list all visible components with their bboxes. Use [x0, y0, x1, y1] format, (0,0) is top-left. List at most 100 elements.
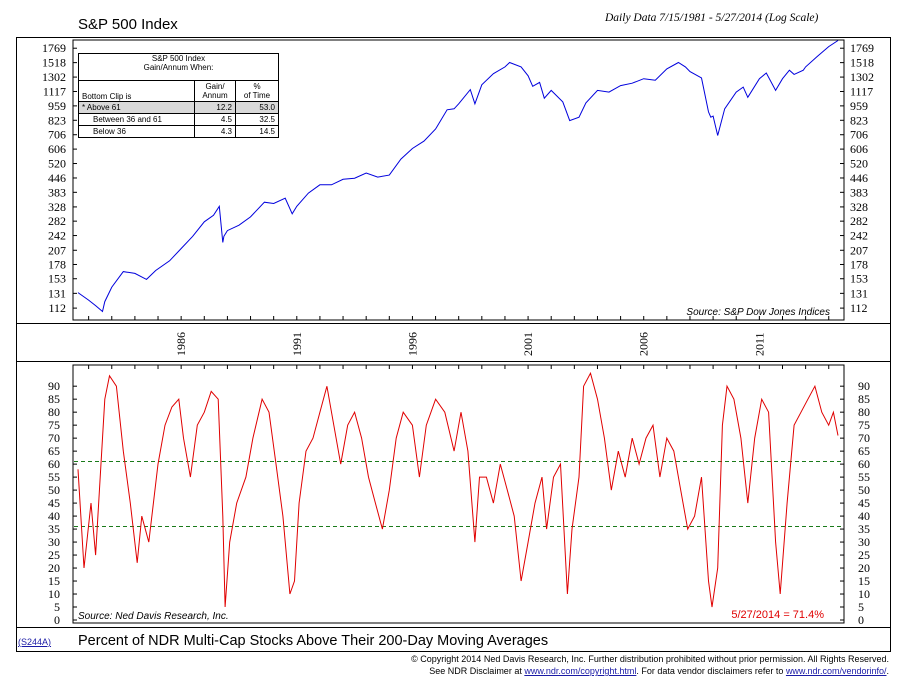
top-y-tick-left: 282 — [48, 214, 66, 228]
bottom-y-tick-right: 40 — [858, 509, 870, 523]
top-y-tick-right: 1518 — [850, 56, 874, 70]
bottom-y-tick-left: 85 — [48, 392, 60, 406]
top-y-tick-right: 446 — [850, 171, 868, 185]
top-y-tick-right: 112 — [850, 301, 868, 315]
bottom-y-tick-right: 20 — [858, 561, 870, 575]
bottom-y-tick-left: 10 — [48, 587, 60, 601]
x-tick-label: 1996 — [405, 332, 419, 356]
bottom-y-tick-left: 75 — [48, 418, 60, 432]
top-y-tick-left: 328 — [48, 200, 66, 214]
top-y-tick-left: 383 — [48, 185, 66, 199]
stats-caption: S&P 500 Index Gain/Annum When: — [78, 53, 279, 81]
bottom-y-tick-left: 45 — [48, 496, 60, 510]
chart-frame — [16, 37, 891, 652]
bottom-y-tick-right: 30 — [858, 535, 870, 549]
top-y-tick-left: 706 — [48, 128, 66, 142]
bottom-y-tick-left: 40 — [48, 509, 60, 523]
bottom-y-tick-left: 30 — [48, 535, 60, 549]
top-y-tick-right: 153 — [850, 272, 868, 286]
bottom-y-tick-left: 5 — [54, 600, 60, 614]
top-y-tick-right: 383 — [850, 185, 868, 199]
bottom-chart-title: Percent of NDR Multi-Cap Stocks Above Th… — [78, 633, 549, 649]
bottom-y-tick-right: 55 — [858, 470, 870, 484]
bottom-y-tick-left: 65 — [48, 444, 60, 458]
disclaimer-line: See NDR Disclaimer at www.ndr.com/copyri… — [0, 666, 889, 677]
copyright-line: © Copyright 2014 Ned Davis Research, Inc… — [411, 654, 889, 664]
bottom-y-tick-left: 60 — [48, 457, 60, 471]
stats-row-pct: 53.0 — [235, 101, 279, 114]
x-tick-label: 2006 — [637, 332, 651, 356]
stats-caption-line2: Gain/Annum When: — [143, 63, 214, 72]
bottom-y-tick-left: 25 — [48, 548, 60, 562]
top-y-tick-left: 112 — [48, 301, 66, 315]
top-y-tick-right: 328 — [850, 200, 868, 214]
x-tick-label: 1991 — [290, 332, 304, 356]
bottom-y-tick-left: 20 — [48, 561, 60, 575]
bottom-y-tick-right: 85 — [858, 392, 870, 406]
disclaimer-text: See NDR Disclaimer at — [429, 666, 525, 676]
x-tick-label: 2001 — [521, 332, 535, 356]
stats-col3-header: % of Time — [235, 80, 279, 102]
footer-divider — [16, 627, 891, 628]
top-y-tick-left: 1769 — [42, 41, 66, 55]
top-y-tick-right: 1302 — [850, 70, 874, 84]
top-y-tick-right: 178 — [850, 257, 868, 271]
bottom-y-tick-right: 80 — [858, 405, 870, 419]
bottom-y-tick-left: 15 — [48, 574, 60, 588]
bottom-y-tick-right: 50 — [858, 483, 870, 497]
bottom-y-tick-right: 35 — [858, 522, 870, 536]
bottom-y-tick-left: 80 — [48, 405, 60, 419]
stats-row-label: * Above 61 — [78, 101, 195, 114]
stats-table: S&P 500 Index Gain/Annum When: Bottom Cl… — [78, 53, 279, 138]
bottom-y-tick-right: 15 — [858, 574, 870, 588]
top-y-tick-left: 1518 — [42, 56, 66, 70]
copyright-link[interactable]: www.ndr.com/copyright.html — [524, 666, 637, 676]
stats-col1-header: Bottom Clip is — [78, 80, 195, 102]
stats-row: * Above 61 12.2 53.0 — [78, 101, 279, 114]
chart-code-link[interactable]: (S244A) — [18, 637, 52, 647]
bottom-y-tick-left: 35 — [48, 522, 60, 536]
bottom-y-tick-right: 0 — [858, 613, 864, 627]
bottom-y-tick-left: 55 — [48, 470, 60, 484]
top-y-tick-right: 207 — [850, 243, 868, 257]
top-source-note: Source: S&P Dow Jones Indices — [686, 307, 830, 318]
top-y-tick-right: 282 — [850, 214, 868, 228]
x-tick-label: 1986 — [174, 332, 188, 356]
top-y-tick-right: 242 — [850, 229, 868, 243]
stats-row-pct: 14.5 — [235, 125, 279, 138]
stats-row-label: Between 36 and 61 — [78, 113, 195, 126]
bottom-y-tick-right: 65 — [858, 444, 870, 458]
bottom-y-tick-right: 45 — [858, 496, 870, 510]
bottom-y-tick-right: 25 — [858, 548, 870, 562]
top-y-tick-left: 153 — [48, 272, 66, 286]
top-y-tick-left: 823 — [48, 113, 66, 127]
stats-row: Between 36 and 61 4.5 32.5 — [78, 113, 279, 126]
bottom-y-tick-left: 90 — [48, 379, 60, 393]
top-y-tick-right: 131 — [850, 286, 868, 300]
disclaimer-text: . For data vendor disclaimers refer to — [636, 666, 786, 676]
stats-row-pct: 32.5 — [235, 113, 279, 126]
top-y-tick-right: 959 — [850, 99, 868, 113]
breadth-series-line — [77, 371, 839, 608]
vendorinfo-link[interactable]: www.ndr.com/vendorinfo/ — [785, 666, 887, 676]
chart-title: S&P 500 Index — [78, 16, 178, 33]
top-y-tick-left: 606 — [48, 142, 66, 156]
panel-divider-top — [16, 323, 891, 324]
top-y-tick-left: 1117 — [43, 85, 66, 99]
top-y-tick-left: 131 — [48, 286, 66, 300]
disclaimer-text: . — [886, 666, 889, 676]
chart-subtitle: Daily Data 7/15/1981 - 5/27/2014 (Log Sc… — [605, 12, 819, 24]
top-y-tick-left: 242 — [48, 229, 66, 243]
sp500-series-line — [77, 40, 839, 313]
top-y-tick-right: 606 — [850, 142, 868, 156]
panel-divider-bottom — [16, 361, 891, 362]
bottom-y-tick-right: 60 — [858, 457, 870, 471]
top-y-tick-left: 959 — [48, 99, 66, 113]
stats-col2-header: Gain/Annum — [194, 80, 236, 102]
bottom-source-note: Source: Ned Davis Research, Inc. — [78, 611, 229, 622]
stats-row-gain: 4.5 — [194, 113, 236, 126]
stats-row-gain: 4.3 — [194, 125, 236, 138]
stats-row: Below 36 4.3 14.5 — [78, 125, 279, 138]
top-y-tick-left: 520 — [48, 157, 66, 171]
top-y-tick-left: 446 — [48, 171, 66, 185]
